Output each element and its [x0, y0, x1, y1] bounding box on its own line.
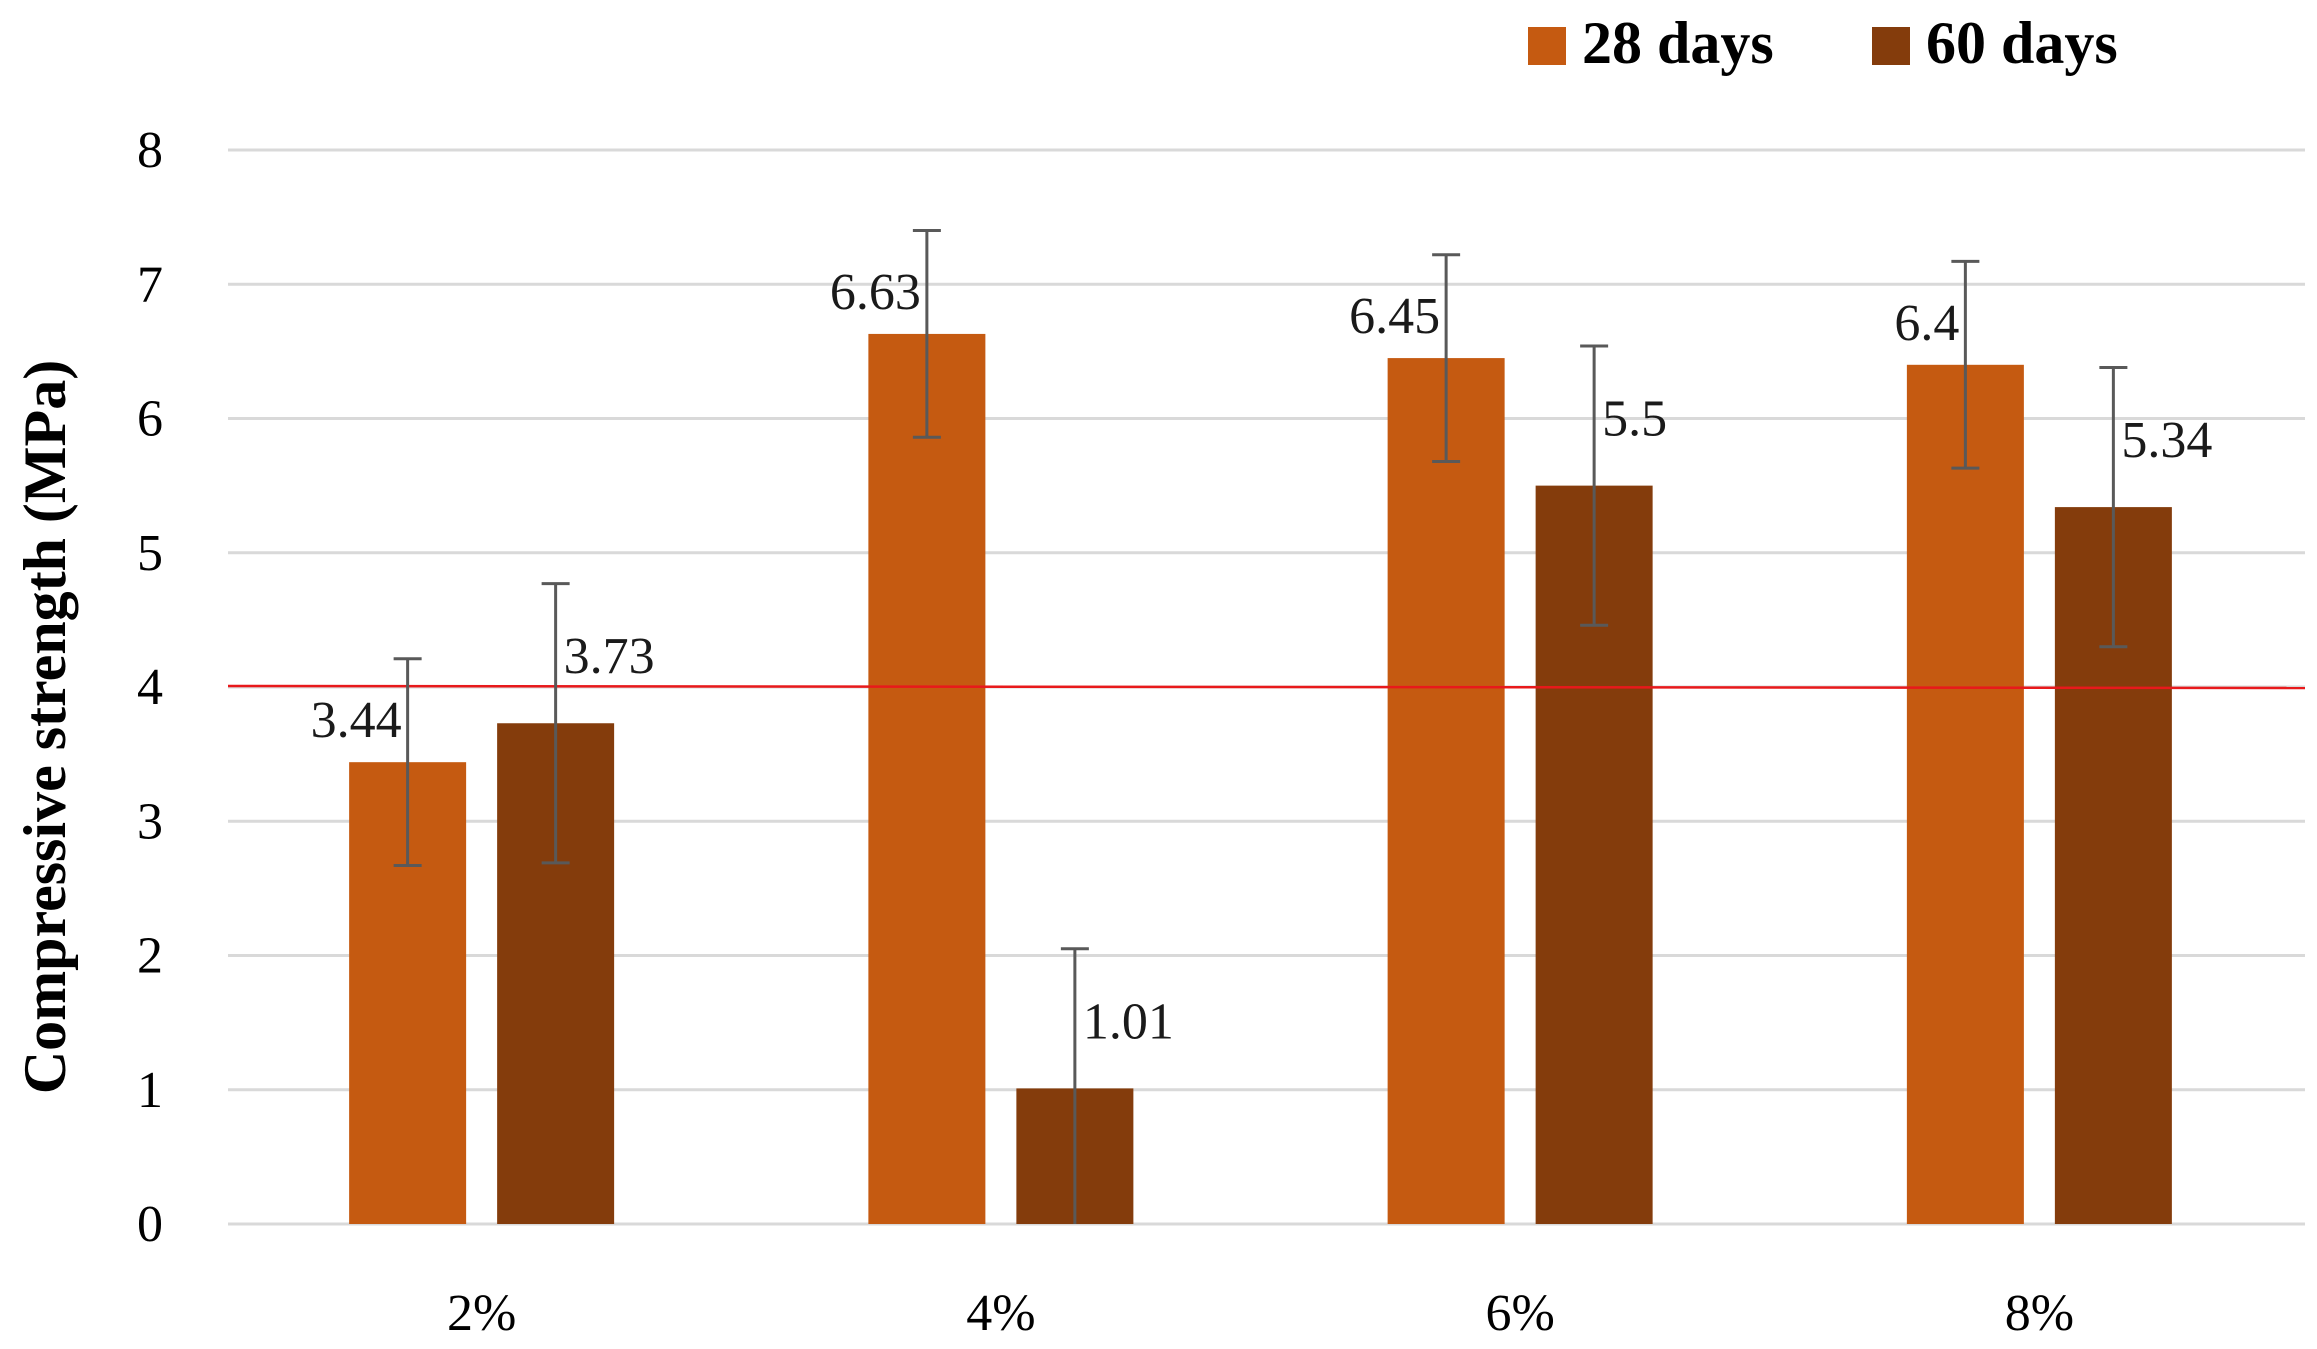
- legend-label-28-days: 28 days: [1582, 10, 1774, 76]
- data-labels: 3.44 3.73 6.63 1.01 6.45 5.5 6.4 5.34: [311, 264, 2213, 1050]
- y-tick-label-7: 7: [137, 256, 163, 313]
- data-label-60-days-2pct: 3.73: [564, 628, 655, 685]
- error-bar-60-days-8pct: [2099, 365, 2128, 649]
- reference-line: [227, 684, 2306, 690]
- error-bar-28-days-6pct: [1432, 253, 1461, 463]
- y-tick-label-2: 2: [137, 928, 163, 985]
- legend-swatch-60-days: [1872, 27, 1910, 65]
- x-tick-label-8pct: 8%: [2005, 1285, 2074, 1342]
- bar-28-days-8pct: [1906, 364, 2024, 1224]
- y-tick-label-0: 0: [137, 1196, 163, 1253]
- error-bar-28-days-4pct: [912, 229, 941, 439]
- x-tick-label-4pct: 4%: [966, 1285, 1035, 1342]
- legend-label-60-days: 60 days: [1926, 10, 2118, 76]
- data-label-28-days-6pct: 6.45: [1349, 288, 1440, 345]
- y-tick-label-6: 6: [137, 391, 163, 448]
- y-tick-label-3: 3: [137, 793, 163, 850]
- x-tick-label-6pct: 6%: [1485, 1285, 1554, 1342]
- reference-line-group: [227, 684, 2306, 690]
- y-axis-title: Compressive strength (MPa): [12, 360, 78, 1094]
- legend-swatch-28-days: [1528, 27, 1566, 65]
- error-bar-28-days-8pct: [1951, 259, 1980, 470]
- data-label-60-days-8pct: 5.34: [2121, 412, 2212, 469]
- error-bar-60-days-4pct: [1060, 947, 1089, 1224]
- y-tick-label-1: 1: [137, 1062, 163, 1119]
- axes: 0 1 2 3 4 5 6 7 8 Compressive strength (MPa) 2% 4% 6…: [12, 122, 2074, 1342]
- error-bars: [393, 229, 2128, 1224]
- x-tick-label-2pct: 2%: [447, 1285, 516, 1342]
- bar-28-days-6pct: [1387, 358, 1505, 1224]
- y-tick-label-5: 5: [137, 525, 163, 582]
- data-label-28-days-4pct: 6.63: [830, 264, 921, 321]
- bar-28-days-4pct: [868, 333, 986, 1224]
- bars: [349, 333, 2172, 1225]
- y-tick-label-4: 4: [137, 659, 163, 716]
- legend: 28 days 60 days: [1528, 10, 2118, 76]
- data-label-60-days-6pct: 5.5: [1602, 391, 1667, 448]
- error-bar-60-days-6pct: [1580, 344, 1609, 627]
- data-label-28-days-8pct: 6.4: [1894, 295, 1959, 352]
- data-label-28-days-2pct: 3.44: [311, 692, 402, 749]
- error-bar-28-days-2pct: [393, 657, 422, 868]
- y-tick-label-8: 8: [137, 122, 163, 179]
- error-bar-60-days-2pct: [541, 582, 570, 865]
- data-label-60-days-4pct: 1.01: [1083, 993, 1174, 1050]
